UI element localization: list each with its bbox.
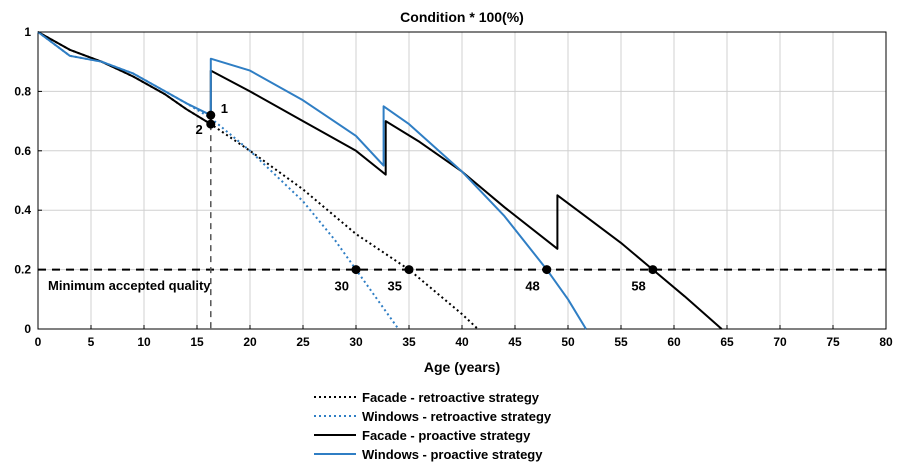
reference-lines [38,124,886,329]
series-line-4 [37,31,587,330]
marker-point [351,265,361,275]
marker-point [648,265,658,275]
tick-labels: 0 5 10 15 20 25 30 35 40 45 50 55 60 65 70 75 80 0 0.2 0.4 0… [14,25,893,349]
marker-label: 30 [335,279,349,294]
x-tick-label: 80 [879,335,893,349]
annotation-markers: 1 2 30 35 48 58 [196,101,658,294]
series-line-3 [37,31,723,330]
x-tick-label: 70 [773,335,787,349]
legend: Facade - retroactive strategy Windows - r… [314,390,552,462]
marker-point [542,265,552,275]
marker-point [404,265,414,275]
x-tick-label: 60 [667,335,681,349]
x-tick-label: 10 [137,335,151,349]
y-tick-label: 0.4 [14,203,31,217]
x-axis-label: Age (years) [424,359,500,375]
x-tick-label: 20 [243,335,257,349]
marker-label: 35 [388,279,402,294]
y-tick-label: 1 [24,25,31,39]
x-tick-label: 75 [826,335,840,349]
x-tick-label: 30 [349,335,363,349]
y-tick-label: 0 [24,322,31,336]
y-tick-label: 0.8 [14,84,31,98]
marker-point [206,119,216,129]
marker-label: 1 [221,101,228,116]
x-tick-label: 5 [88,335,95,349]
marker-label: 58 [631,279,645,294]
x-tick-label: 40 [455,335,469,349]
marker-point [206,110,216,120]
threshold-label: Minimum accepted quality [48,278,211,293]
x-tick-label: 55 [614,335,628,349]
x-tick-label: 35 [402,335,416,349]
marker-label: 48 [525,279,539,294]
legend-entry: Facade - proactive strategy [362,428,531,443]
chart-title: Condition * 100(%) [400,9,524,25]
legend-entry: Facade - retroactive strategy [362,390,540,405]
x-tick-label: 0 [35,335,42,349]
x-tick-label: 15 [190,335,204,349]
x-tick-label: 45 [508,335,522,349]
legend-entry: Windows - retroactive strategy [362,409,552,424]
marker-label: 2 [196,122,203,137]
legend-entry: Windows - proactive strategy [362,447,543,462]
x-tick-label: 50 [561,335,575,349]
x-tick-label: 25 [296,335,310,349]
y-tick-label: 0.6 [14,144,31,158]
x-tick-label: 65 [720,335,734,349]
y-tick-label: 0.2 [14,263,31,277]
